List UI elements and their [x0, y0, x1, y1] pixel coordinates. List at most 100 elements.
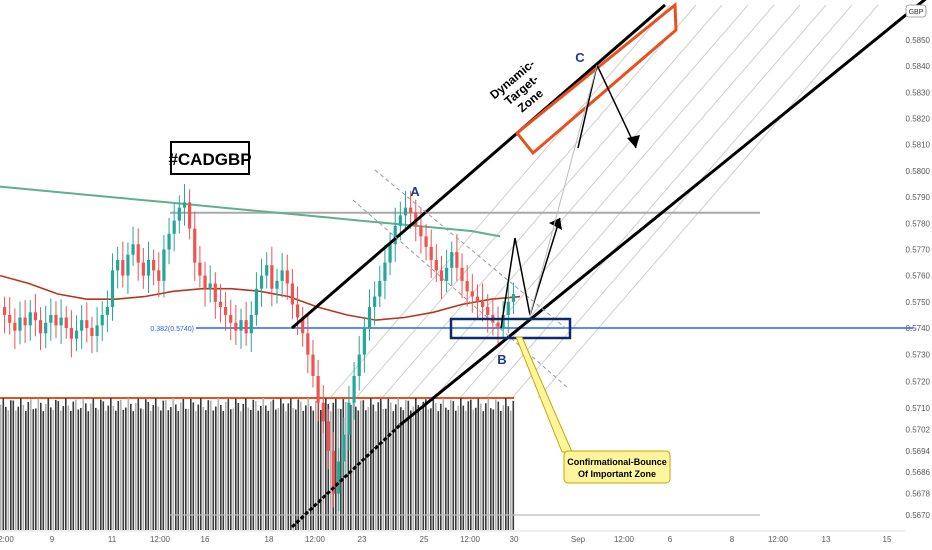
volume-bar	[300, 401, 302, 530]
volume-bar	[140, 408, 142, 530]
price-tick-label: 0.5840	[906, 62, 931, 71]
candle-body	[28, 312, 32, 326]
moving-averages	[0, 185, 521, 321]
channel-upper-line[interactable]	[291, 3, 666, 330]
volume-bar	[455, 410, 457, 530]
candle-body	[2, 307, 7, 315]
volume-bar	[265, 405, 267, 530]
price-tick-label: 0.5830	[906, 88, 931, 97]
candle-body	[95, 325, 99, 336]
moving-average-2	[0, 274, 521, 321]
candle-body	[486, 307, 490, 315]
candle-body	[506, 301, 510, 315]
volume-bar	[237, 402, 240, 530]
channel-lower-line[interactable]	[399, 0, 928, 427]
volume-bar	[285, 411, 287, 530]
volume-bar	[335, 398, 337, 530]
volume-bar	[120, 399, 122, 530]
target-zone-box[interactable]	[514, 1, 678, 156]
volume-bar	[190, 398, 192, 530]
volume-bar	[270, 401, 272, 530]
volume-bar	[312, 410, 315, 530]
time-tick-label: Sep	[571, 535, 586, 544]
volume-bar	[307, 398, 310, 530]
candle-body	[254, 288, 259, 315]
volume-bar	[215, 406, 217, 530]
candle-body	[270, 265, 274, 289]
candle-body	[367, 307, 372, 328]
candle-body	[265, 265, 269, 276]
time-tick-label: 11	[108, 535, 117, 544]
candle-body	[311, 354, 315, 376]
candle-body	[110, 270, 115, 308]
volume-bar	[87, 411, 90, 530]
volume-bar	[230, 409, 232, 530]
volume-bar	[512, 400, 515, 530]
volume-bar	[485, 403, 487, 530]
time-axis[interactable]: 2:00 9 11 12:00 16 18 12:00 23 25 12:00 30 Sep 12:00…	[0, 530, 905, 544]
volume-bar	[232, 408, 235, 530]
callout-box[interactable]	[563, 450, 671, 484]
volume-bar	[480, 403, 482, 530]
volume-bar	[105, 410, 107, 530]
volume-bar	[70, 410, 72, 530]
volume-bar	[195, 411, 197, 530]
time-tick-label: 12:00	[768, 535, 789, 544]
candle-body	[475, 296, 480, 302]
volume-bar	[392, 411, 395, 530]
price-tick-label: 0.5670	[906, 511, 931, 520]
volume-bar	[220, 405, 222, 530]
wave-c-label: C	[575, 50, 585, 65]
price-tick-label: 0.5720	[906, 377, 931, 386]
volume-bar	[435, 403, 437, 530]
fork-line	[381, 4, 723, 399]
currency-badge[interactable]	[905, 4, 927, 18]
moving-average-1	[0, 185, 501, 238]
candle-body	[69, 328, 73, 339]
candle-body	[306, 333, 310, 355]
volume-bar	[465, 410, 467, 530]
support-zone-box[interactable]	[449, 317, 572, 340]
volume-bar	[487, 398, 490, 530]
volume-bar	[85, 403, 87, 530]
price-tick-label: 0.5850	[906, 36, 931, 45]
time-tick-label: 2:00	[0, 535, 14, 544]
currency-badge-text: GBP	[909, 9, 924, 16]
volume-bar	[370, 398, 372, 530]
volume-bar	[330, 411, 332, 530]
fork-line	[355, 4, 697, 399]
title-box	[170, 141, 250, 175]
fork-line	[511, 4, 853, 399]
candle-body	[419, 225, 423, 237]
volume-bar	[277, 407, 280, 530]
channel-lower-extension[interactable]	[290, 423, 402, 529]
volume-bar	[302, 410, 305, 530]
candle-body	[316, 376, 320, 403]
volume-bar	[470, 399, 472, 530]
candle-body	[301, 317, 305, 334]
time-tick-label: 16	[201, 535, 210, 544]
price-axis[interactable]: 0.5850 0.5840 0.5830 0.5820 0.5810 0.5800 0.57…	[906, 36, 931, 520]
volume-bar	[37, 398, 40, 530]
volume-bar	[407, 400, 410, 530]
time-tick-label: 25	[420, 535, 429, 544]
pitchfork-lines	[329, 4, 879, 399]
volume-bar	[420, 410, 422, 530]
volume-bar	[65, 398, 67, 530]
candle-body	[501, 314, 505, 328]
volume-bar	[372, 404, 375, 530]
candle-body	[131, 244, 135, 255]
volume-bar	[117, 401, 120, 530]
volume-bar	[365, 410, 367, 530]
price-tick-label: 0.5770	[906, 245, 931, 254]
volume-bar	[30, 399, 32, 530]
volume-bar	[395, 404, 397, 530]
volume-bar	[162, 400, 165, 530]
volume-bar	[77, 409, 80, 530]
volume-bar	[95, 407, 97, 530]
volume-bar	[495, 399, 497, 530]
candle-body	[362, 328, 366, 355]
candle-body	[193, 228, 197, 263]
